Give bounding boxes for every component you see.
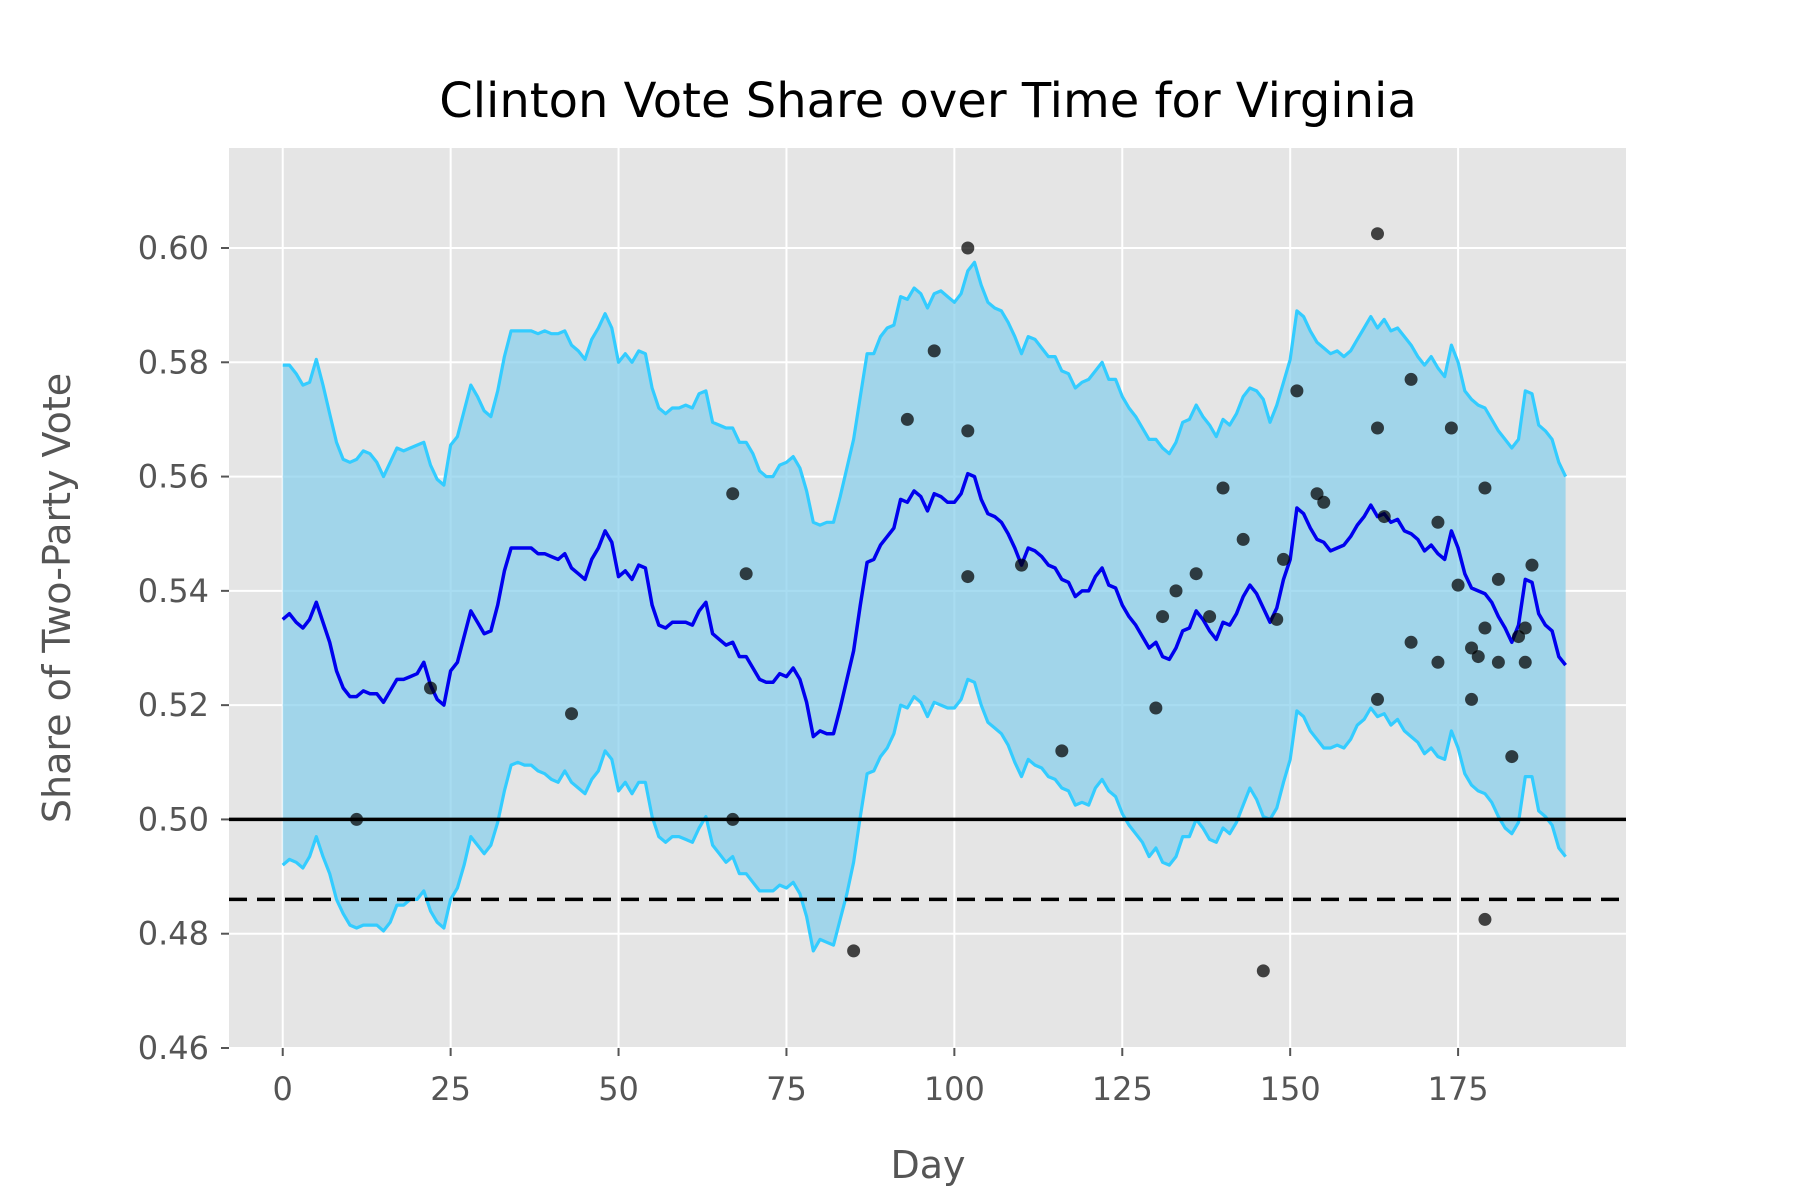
- poll-point: [1431, 655, 1445, 669]
- y-tick-label: 0.48: [138, 915, 209, 953]
- poll-point: [1236, 532, 1250, 546]
- x-tick-label: 0: [273, 1070, 293, 1108]
- poll-point: [1431, 515, 1445, 529]
- poll-point: [350, 812, 364, 826]
- poll-point: [1256, 964, 1270, 978]
- x-tick-label: 175: [1428, 1070, 1489, 1108]
- confidence-band: [281, 260, 1568, 953]
- poll-point: [1471, 650, 1485, 664]
- poll-point: [1290, 384, 1304, 398]
- poll-point: [1518, 621, 1532, 635]
- poll-point: [1156, 610, 1170, 624]
- poll-point: [565, 707, 579, 721]
- poll-point: [1149, 701, 1163, 715]
- poll-point: [1276, 552, 1290, 566]
- mean-line: [281, 471, 1567, 739]
- poll-point: [726, 812, 740, 826]
- poll-point: [1169, 584, 1183, 598]
- poll-points: [350, 227, 1539, 978]
- y-tick-label: 0.52: [138, 686, 209, 724]
- poll-point: [1055, 744, 1069, 758]
- poll-point: [1451, 578, 1465, 592]
- poll-point: [1189, 567, 1203, 581]
- poll-point: [1370, 227, 1384, 241]
- poll-point: [1370, 421, 1384, 435]
- poll-point: [1404, 372, 1418, 386]
- poll-point: [1444, 421, 1458, 435]
- band-fill: [282, 262, 1566, 951]
- poll-point: [1525, 558, 1539, 572]
- poll-point: [739, 567, 753, 581]
- y-tick-label: 0.58: [138, 343, 209, 381]
- poll-point: [961, 241, 975, 255]
- poll-point: [1491, 655, 1505, 669]
- poll-point: [1370, 692, 1384, 706]
- poll-point: [927, 344, 941, 358]
- poll-point: [1505, 750, 1519, 764]
- poll-point: [1478, 481, 1492, 495]
- x-tick-label: 100: [924, 1070, 985, 1108]
- poll-point: [1377, 510, 1391, 524]
- poll-point: [1465, 692, 1479, 706]
- poll-point: [1404, 635, 1418, 649]
- poll-point: [961, 570, 975, 584]
- x-tick-label: 150: [1260, 1070, 1321, 1108]
- poll-point: [1317, 495, 1331, 509]
- y-tick-label: 0.56: [138, 458, 209, 496]
- reference-lines: [229, 817, 1626, 902]
- poll-point: [961, 424, 975, 438]
- poll-point: [900, 412, 914, 426]
- chart-title: Clinton Vote Share over Time for Virgini…: [439, 73, 1417, 129]
- axis-ticks: 0 25 50 75 100 125 150 175 0.46 0.48 0.50 0.52 0.54 0…: [138, 229, 1489, 1108]
- y-tick-label: 0.60: [138, 229, 209, 267]
- y-tick-label: 0.46: [138, 1029, 209, 1067]
- poll-point: [1270, 612, 1284, 626]
- y-axis-label: Share of Two-Party Vote: [35, 373, 79, 823]
- poll-point: [847, 944, 861, 958]
- poll-point: [1015, 558, 1029, 572]
- poll-point: [1518, 655, 1532, 669]
- mean-line-group: [281, 471, 1567, 739]
- poll-point: [1478, 621, 1492, 635]
- poll-point: [1478, 912, 1492, 926]
- x-tick-label: 75: [766, 1070, 807, 1108]
- poll-point: [726, 487, 740, 501]
- poll-point: [1491, 572, 1505, 586]
- x-tick-label: 50: [598, 1070, 639, 1108]
- y-tick-label: 0.50: [138, 800, 209, 838]
- poll-point: [423, 681, 437, 695]
- upper-bound-line: [282, 260, 1568, 527]
- x-tick-label: 125: [1092, 1070, 1153, 1108]
- lower-bound-line: [281, 677, 1567, 953]
- y-tick-label: 0.54: [138, 572, 209, 610]
- x-tick-label: 25: [430, 1070, 471, 1108]
- x-axis-label: Day: [890, 1143, 965, 1187]
- poll-point: [1203, 610, 1217, 624]
- poll-point: [1216, 481, 1230, 495]
